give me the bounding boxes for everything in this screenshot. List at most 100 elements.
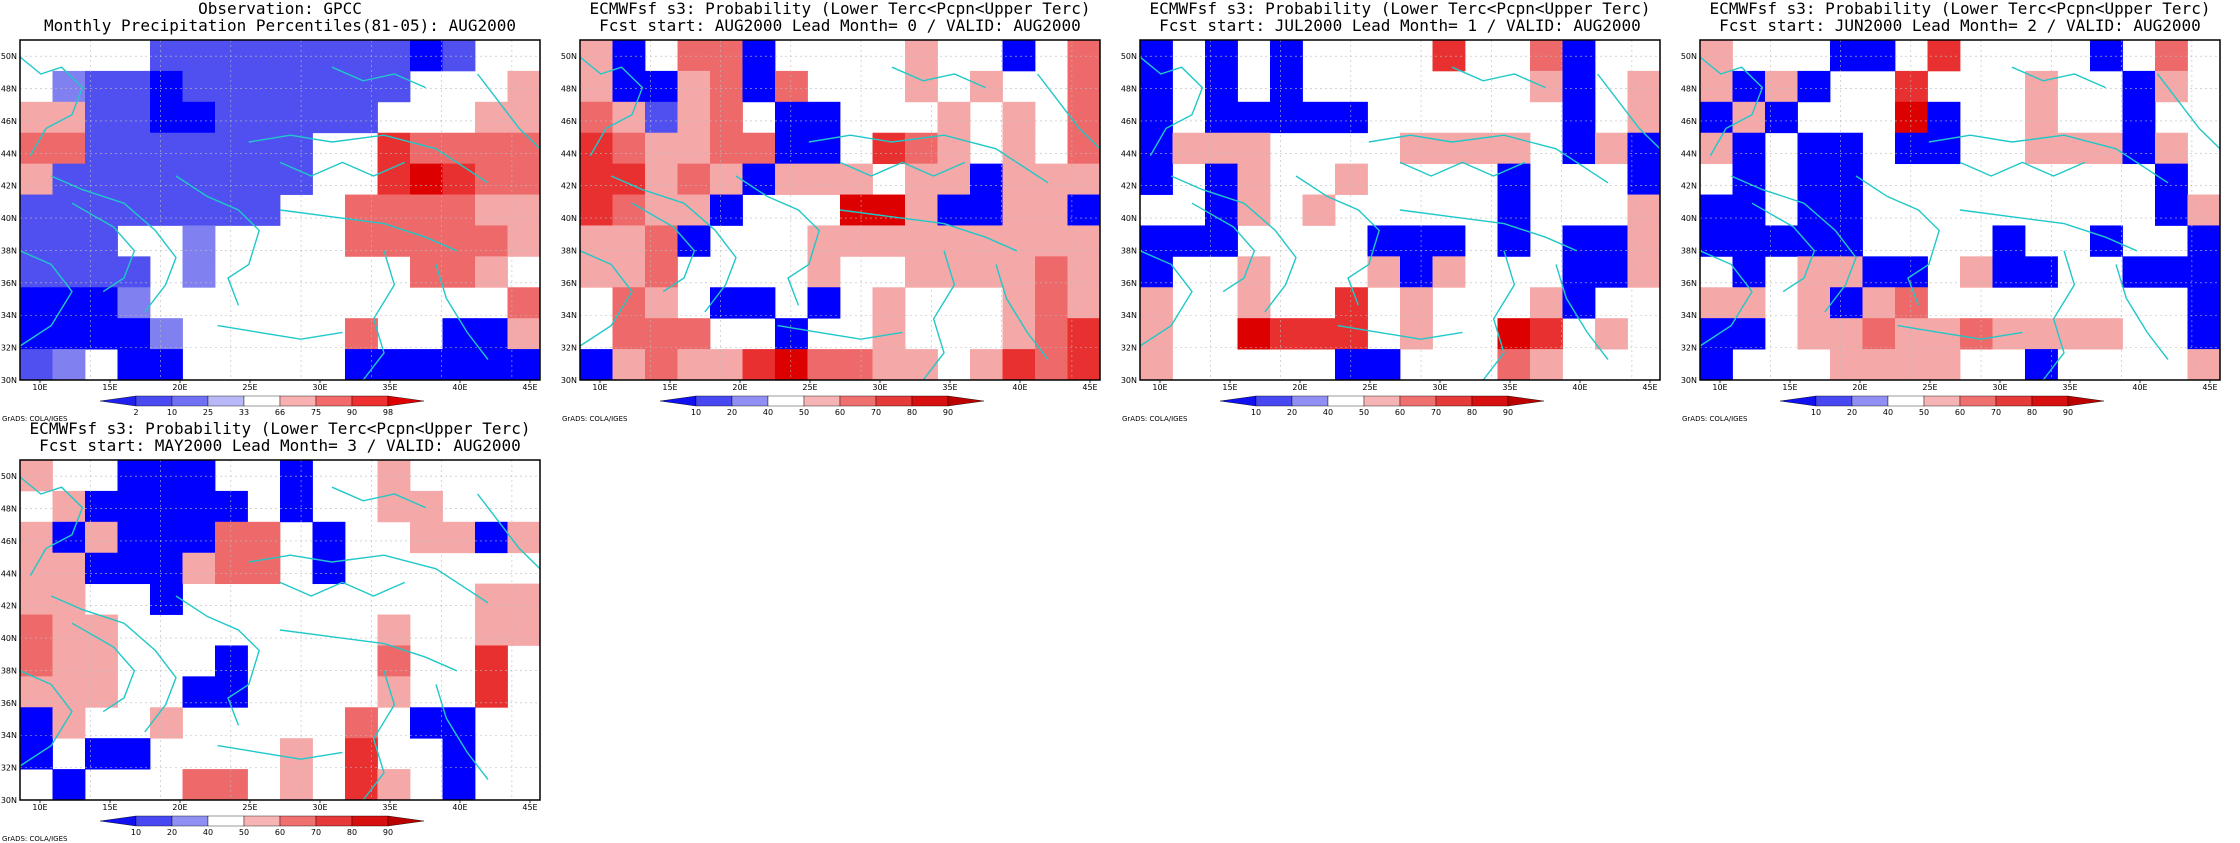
lat-tick-label: 42N: [1681, 182, 1697, 191]
grid-cell: [410, 256, 443, 288]
colorbar-segment: [1327, 395, 1365, 407]
lat-tick-label: 46N: [1121, 117, 1137, 126]
grid-cell: [970, 194, 1003, 226]
grid-cell: [742, 163, 776, 195]
grid-cell: [1432, 132, 1466, 165]
grid-cell: [970, 256, 1003, 288]
grid-cell: [580, 101, 613, 134]
grid-cell: [410, 521, 443, 554]
grid-cell: [905, 225, 938, 257]
grid-cell: [1067, 101, 1101, 134]
grid-cell: [807, 256, 841, 288]
grid-cell: [52, 490, 86, 523]
grid-cell: [1205, 225, 1238, 257]
lat-tick-label: 46N: [1, 117, 17, 126]
colorbar-label: 70: [1991, 408, 2001, 417]
grid-cell: [1140, 256, 1173, 288]
grid-cell: [1002, 194, 1036, 226]
grid-cell: [52, 101, 86, 134]
grid-cell: [1627, 225, 1661, 257]
colorbar-segment: [2067, 395, 2105, 407]
grid-cell: [312, 101, 346, 134]
grid-cell: [1862, 256, 1896, 288]
grid-cell: [507, 194, 541, 226]
colorbar-segment: [659, 395, 697, 407]
grid-cell: [1335, 287, 1368, 319]
lat-tick-label: 48N: [1, 85, 17, 94]
grid-cell: [117, 349, 151, 381]
grid-cell: [742, 70, 776, 103]
grid-cell: [1927, 101, 1961, 134]
grid-cell: [1830, 163, 1863, 195]
grid-cell: [1140, 40, 1173, 72]
lon-tick-label: 20E: [732, 383, 747, 392]
grid-cell: [1830, 287, 1863, 319]
grid-cell: [1960, 318, 1993, 350]
lat-tick-label: 34N: [1, 731, 17, 740]
grid-cell: [677, 132, 711, 165]
coastline: [1928, 134, 2169, 184]
lat-tick-label: 50N: [1681, 52, 1697, 61]
grid-cell: [20, 460, 53, 492]
coastline: [1399, 161, 1526, 177]
coastline: [50, 595, 177, 733]
grid-cell: [182, 552, 216, 585]
grid-cell: [247, 163, 281, 195]
grid-cell: [410, 163, 443, 195]
grid-cell: [1562, 132, 1596, 165]
coastline: [1730, 175, 1857, 313]
lat-tick-label: 30N: [1, 376, 17, 385]
grid-cell: [52, 707, 86, 739]
grid-cell: [150, 583, 183, 615]
grid-cell: [442, 318, 476, 350]
grid-cell: [85, 490, 118, 523]
grid-cell: [1700, 132, 1733, 165]
grid-cell: [1862, 318, 1896, 350]
lat-tick-label: 44N: [1, 149, 17, 158]
lat-tick-label: 50N: [1, 472, 17, 481]
grid-cell: [117, 521, 151, 554]
lon-tick-label: 15E: [662, 383, 677, 392]
grid-cell: [2090, 132, 2123, 165]
grid-cell: [1530, 287, 1563, 319]
grid-cell: [52, 552, 86, 585]
colorbar-segment: [1851, 395, 1889, 407]
grid-cell: [410, 40, 443, 72]
grid-cell: [612, 132, 646, 165]
grid-cell: [1270, 318, 1303, 350]
lat-tick-label: 30N: [1, 796, 17, 805]
grid-cell: [2155, 70, 2188, 103]
grid-cell: [507, 101, 541, 134]
colorbar-label: 10: [131, 828, 141, 837]
grid-cell: [612, 318, 646, 350]
grid-cell: [182, 163, 216, 195]
lat-tick-label: 38N: [1, 246, 17, 255]
grid-cell: [475, 645, 508, 677]
panel-title: Observation: GPCC Monthly Precipitation …: [0, 0, 560, 34]
grid-cell: [937, 101, 971, 134]
grid-cell: [1732, 70, 1766, 103]
grid-cell: [1067, 256, 1101, 288]
grid-cell: [507, 287, 541, 319]
panel-title: ECMWFsf s3: Probability (Lower Terc<Pcpn…: [1120, 0, 1680, 34]
grid-cell: [1335, 318, 1368, 350]
grid-cell: [1140, 287, 1173, 319]
lat-tick-label: 32N: [561, 344, 577, 353]
lat-tick-label: 50N: [1121, 52, 1137, 61]
title-line-1: Observation: GPCC: [198, 0, 362, 18]
grid-cell: [442, 163, 476, 195]
grid-cell: [2155, 163, 2188, 195]
lat-tick-label: 30N: [561, 376, 577, 385]
grid-cell: [52, 70, 86, 103]
grid-cell: [215, 163, 248, 195]
colorbar-label: 80: [1467, 408, 1477, 417]
grid-cell: [1797, 256, 1831, 288]
grid-cell: [612, 349, 646, 381]
colorbar-label: 90: [383, 828, 393, 837]
grid-cell: [312, 40, 346, 72]
colorbar-segment: [207, 815, 245, 827]
grid-cell: [52, 676, 86, 708]
grid-cell: [1927, 349, 1961, 381]
coastline: [217, 744, 343, 760]
grads-credit: GrADS: COLA/IGES: [2, 835, 68, 843]
